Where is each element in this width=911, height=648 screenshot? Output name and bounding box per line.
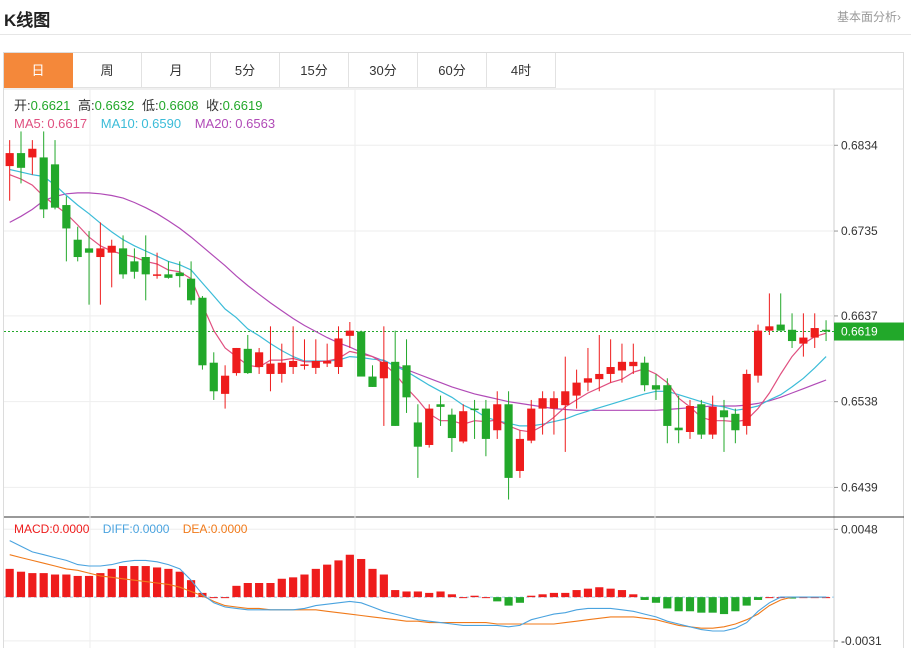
tab-day[interactable]: 日 <box>4 53 73 88</box>
tab-month[interactable]: 月 <box>142 53 211 88</box>
tab-15min[interactable]: 15分 <box>280 53 349 88</box>
fundamental-analysis-link[interactable]: 基本面分析› <box>837 10 901 24</box>
period-tabs: 日 周 月 5分 15分 30分 60分 4时 <box>4 53 556 88</box>
header-divider <box>0 34 911 35</box>
chart-panel <box>3 52 904 648</box>
tab-week[interactable]: 周 <box>73 53 142 88</box>
tab-60min[interactable]: 60分 <box>418 53 487 88</box>
tab-5min[interactable]: 5分 <box>211 53 280 88</box>
page-title: K线图 <box>4 11 51 30</box>
tab-30min[interactable]: 30分 <box>349 53 418 88</box>
tab-4hour[interactable]: 4时 <box>487 53 556 88</box>
page-header: K线图 基本面分析› <box>0 0 911 34</box>
